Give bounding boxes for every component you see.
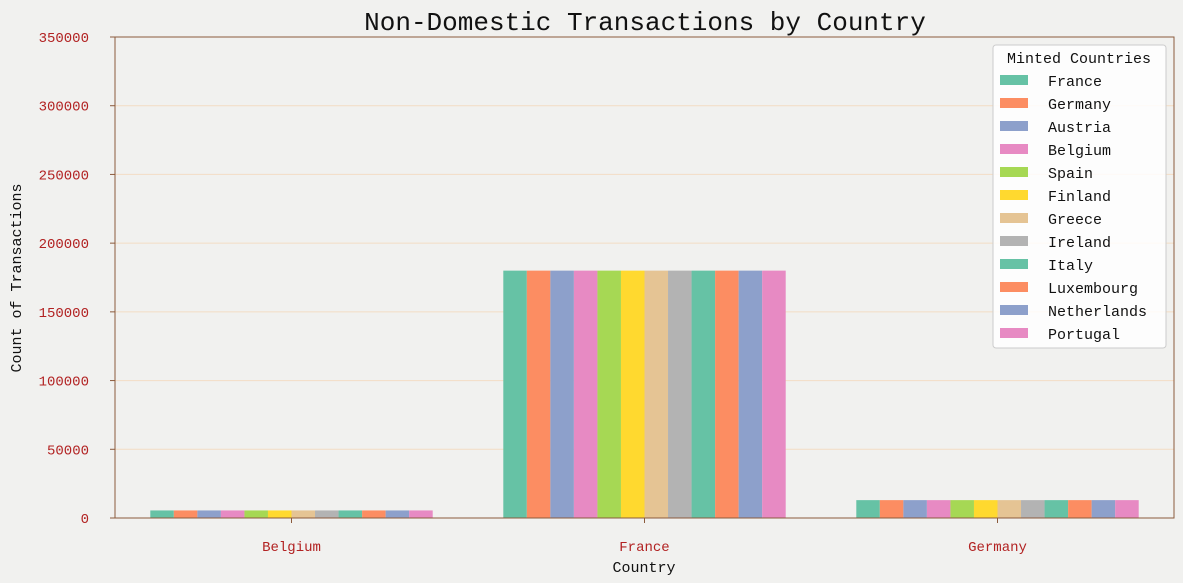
y-axis-label: Count of Transactions [9, 183, 26, 372]
axis-ticks: 0 50000 100000 150000 200000 250000 300000 3500… [39, 31, 1027, 556]
legend-swatch [1000, 328, 1028, 338]
bar [550, 270, 574, 518]
bar [644, 270, 669, 518]
x-tick-label: Germany [968, 540, 1027, 556]
legend-item: Germany [1000, 97, 1111, 114]
legend-title: Minted Countries [1007, 51, 1151, 68]
bar [1044, 500, 1069, 518]
bar [997, 500, 1022, 518]
bar [362, 510, 386, 518]
bar [291, 510, 316, 518]
x-axis-label: Country [612, 560, 675, 577]
bar [197, 510, 221, 518]
y-tick-label: 350000 [39, 31, 89, 47]
legend-swatch [1000, 213, 1028, 223]
legend-item: Belgium [1000, 143, 1111, 160]
y-tick-label: 200000 [39, 237, 89, 253]
x-tick-label: Belgium [262, 540, 321, 556]
legend-label: Ireland [1048, 235, 1111, 252]
chart-title: Non-Domestic Transactions by Country [364, 8, 926, 38]
bar [244, 510, 268, 518]
bar [1115, 500, 1139, 518]
legend-item: Spain [1000, 166, 1093, 183]
legend-item: Luxembourg [1000, 281, 1138, 298]
legend-label: Netherlands [1048, 304, 1147, 321]
legend-item: Italy [1000, 258, 1093, 275]
legend-item: Portugal [1000, 327, 1120, 344]
legend-item: Austria [1000, 120, 1111, 137]
legend-label: Germany [1048, 97, 1111, 114]
bar [973, 500, 998, 518]
bar [950, 500, 974, 518]
bar [1068, 500, 1092, 518]
y-tick-label: 150000 [39, 306, 89, 322]
legend: Minted Countries France Germany Austria Bel… [992, 44, 1167, 349]
bar [926, 500, 951, 518]
bar [573, 270, 598, 518]
legend-label: Austria [1048, 120, 1111, 137]
bar [267, 510, 292, 518]
legend-item: France [1000, 74, 1102, 91]
legend-item: Greece [1000, 212, 1102, 229]
y-tick-label: 300000 [39, 100, 89, 116]
bar [1091, 500, 1116, 518]
y-tick-label: 0 [81, 512, 89, 528]
y-tick-label: 100000 [39, 375, 89, 391]
bar [668, 270, 692, 518]
legend-label: Italy [1048, 258, 1093, 275]
legend-item: Finland [1000, 189, 1111, 206]
bar [1021, 500, 1045, 518]
legend-swatch [1000, 305, 1028, 315]
legend-swatch [1000, 190, 1028, 200]
legend-item: Ireland [1000, 235, 1111, 252]
bar [620, 270, 645, 518]
bars [150, 270, 1139, 518]
legend-swatch [1000, 98, 1028, 108]
bar [738, 270, 763, 518]
legend-items: France Germany Austria Belgium Spain Finland G… [1000, 74, 1147, 344]
legend-label: Belgium [1048, 143, 1111, 160]
bar [856, 500, 880, 518]
legend-swatch [1000, 75, 1028, 85]
y-tick-label: 50000 [47, 443, 89, 459]
legend-swatch [1000, 121, 1028, 131]
bar [879, 500, 904, 518]
bar [220, 510, 245, 518]
x-tick-label: France [619, 540, 669, 556]
legend-label: Luxembourg [1048, 281, 1138, 298]
bar [315, 510, 339, 518]
bar [597, 270, 621, 518]
legend-swatch [1000, 236, 1028, 246]
bar [526, 270, 551, 518]
bar [385, 510, 410, 518]
y-tick-label: 250000 [39, 168, 89, 184]
legend-label: France [1048, 74, 1102, 91]
legend-label: Spain [1048, 166, 1093, 183]
bar [715, 270, 739, 518]
legend-label: Portugal [1048, 327, 1120, 344]
legend-box [992, 44, 1167, 349]
legend-swatch [1000, 144, 1028, 154]
bar [150, 510, 174, 518]
legend-item: Netherlands [1000, 304, 1147, 321]
bar [338, 510, 363, 518]
bar [173, 510, 198, 518]
legend-swatch [1000, 167, 1028, 177]
legend-label: Greece [1048, 212, 1102, 229]
legend-swatch [1000, 259, 1028, 269]
bar [903, 500, 927, 518]
bar [409, 510, 433, 518]
bar [762, 270, 786, 518]
bar [691, 270, 716, 518]
legend-swatch [1000, 282, 1028, 292]
bar [503, 270, 527, 518]
legend-label: Finland [1048, 189, 1111, 206]
